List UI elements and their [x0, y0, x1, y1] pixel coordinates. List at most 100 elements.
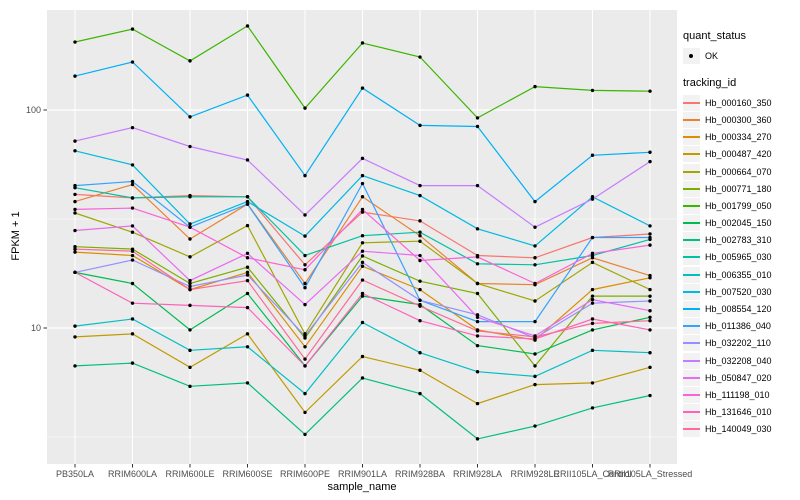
data-point-Hb_001799_050 — [533, 84, 537, 89]
legend-key-swatch — [683, 232, 700, 249]
data-point-Hb_000160_350 — [303, 263, 307, 267]
data-point-Hb_050847_020 — [418, 253, 422, 258]
data-point-Hb_000771_180 — [475, 291, 480, 296]
data-point-Hb_140049_030 — [648, 319, 652, 323]
legend-item-Hb_002045_150: Hb_002045_150 — [683, 215, 800, 232]
legend-line-icon — [683, 359, 700, 362]
legend-item-Hb_000487_420: Hb_000487_420 — [683, 146, 800, 163]
legend-item-label: Hb_032202_110 — [705, 338, 771, 349]
data-point-Hb_000487_420 — [303, 410, 307, 415]
data-point-Hb_032208_040 — [418, 183, 422, 188]
data-point-Hb_131646_010 — [73, 270, 77, 275]
legend-key-swatch — [683, 421, 700, 438]
legend-key-swatch — [683, 266, 700, 283]
data-point-Hb_007520_030 — [130, 163, 135, 167]
data-point-Hb_006355_010 — [360, 320, 365, 325]
data-point-Hb_002783_310 — [418, 391, 422, 396]
legend-item-label: Hb_007520_030 — [705, 286, 772, 297]
data-point-Hb_032202_110 — [360, 260, 365, 265]
data-point-Hb_002783_310 — [303, 432, 307, 437]
data-point-Hb_131646_010 — [648, 328, 652, 332]
data-point-Hb_000334_270 — [245, 270, 250, 275]
data-point-Hb_000664_070 — [360, 241, 365, 245]
data-point-Hb_000664_070 — [590, 260, 595, 265]
data-point-Hb_005965_030 — [475, 262, 480, 266]
data-point-Hb_000334_270 — [303, 345, 307, 349]
data-point-Hb_140049_030 — [303, 357, 307, 361]
data-point-Hb_032208_040 — [475, 183, 480, 188]
data-point-Hb_140049_030 — [533, 335, 537, 339]
data-point-Hb_000771_180 — [648, 294, 652, 298]
data-point-Hb_006355_010 — [188, 348, 192, 353]
data-point-Hb_006355_010 — [130, 317, 135, 321]
data-point-Hb_002045_150 — [130, 281, 135, 286]
legend-item-label: Hb_111198_010 — [705, 389, 770, 400]
legend-item-Hb_050847_020: Hb_050847_020 — [683, 369, 800, 386]
data-point-Hb_002783_310 — [475, 437, 480, 441]
legend-item-Hb_032208_040: Hb_032208_040 — [683, 352, 800, 369]
data-point-Hb_000334_270 — [590, 287, 595, 292]
x-tick-label: RRIM928BA — [395, 469, 445, 479]
data-point-Hb_000771_180 — [360, 254, 365, 258]
data-point-Hb_032208_040 — [590, 197, 595, 201]
legend-line-icon — [683, 256, 700, 259]
y-tick-label: 10 — [31, 323, 41, 333]
data-point-Hb_111198_010 — [188, 225, 192, 229]
data-point-Hb_140049_030 — [418, 304, 422, 308]
data-point-Hb_001799_050 — [648, 89, 652, 93]
data-point-Hb_032208_040 — [533, 225, 537, 229]
data-point-Hb_008554_120 — [303, 173, 307, 178]
data-point-Hb_002783_310 — [590, 406, 595, 410]
legend-key-swatch — [683, 301, 700, 318]
legend-line-icon — [683, 187, 700, 190]
data-point-Hb_000487_420 — [73, 335, 77, 339]
legend-item-label: Hb_032208_040 — [705, 355, 772, 366]
data-point-Hb_050847_020 — [648, 309, 652, 313]
legend-tracking-items: Hb_000160_350 Hb_000300_360 Hb_000334_270 H… — [683, 94, 800, 438]
legend-key-swatch — [683, 369, 700, 386]
legend-key-ok — [683, 47, 700, 64]
data-point-Hb_006355_010 — [245, 345, 250, 349]
data-point-Hb_002045_150 — [648, 315, 652, 319]
data-point-Hb_032202_110 — [590, 301, 595, 305]
legend-item-label: OK — [705, 50, 719, 61]
legend-key-swatch — [683, 249, 700, 266]
legend-line-icon — [683, 222, 700, 225]
legend-item-label: Hb_000160_350 — [705, 97, 772, 108]
data-point-Hb_000300_360 — [73, 199, 77, 204]
ok-point-icon — [689, 53, 693, 58]
data-point-Hb_000771_180 — [533, 364, 537, 368]
legend-key-swatch — [683, 94, 700, 111]
data-point-Hb_131646_010 — [475, 334, 480, 338]
data-point-Hb_111198_010 — [418, 258, 422, 263]
legend-item-label: Hb_006355_010 — [705, 269, 772, 280]
legend-item-label: Hb_000771_180 — [705, 183, 772, 194]
data-point-Hb_111198_010 — [590, 251, 595, 256]
data-point-Hb_032208_040 — [648, 159, 652, 164]
legend-item-label: Hb_000664_070 — [705, 166, 772, 177]
data-point-Hb_111198_010 — [475, 255, 480, 259]
data-point-Hb_001799_050 — [303, 106, 307, 110]
y-axis-title: FPKM + 1 — [10, 211, 22, 261]
data-point-Hb_002045_150 — [590, 328, 595, 332]
legend-item-Hb_140049_030: Hb_140049_030 — [683, 421, 800, 438]
data-point-Hb_007520_030 — [360, 173, 365, 178]
data-point-Hb_000334_270 — [418, 287, 422, 292]
legend-key-swatch — [683, 180, 700, 197]
legend-key-swatch — [683, 352, 700, 369]
data-point-Hb_032208_040 — [73, 139, 77, 143]
data-point-Hb_140049_030 — [245, 278, 250, 283]
legend-line-icon — [683, 428, 700, 431]
data-point-Hb_000300_360 — [188, 237, 192, 241]
legend-item-label: Hb_011386_040 — [705, 321, 771, 332]
data-point-Hb_011386_040 — [73, 183, 77, 188]
data-point-Hb_006355_010 — [475, 370, 480, 374]
legend-key-swatch — [683, 404, 700, 421]
x-tick-label: RRIM928LE — [510, 469, 559, 479]
data-point-Hb_008554_120 — [648, 150, 652, 154]
legend-item-Hb_032202_110: Hb_032202_110 — [683, 335, 800, 352]
data-point-Hb_007520_030 — [303, 234, 307, 238]
data-point-Hb_000664_070 — [648, 287, 652, 292]
legend-item-Hb_008554_120: Hb_008554_120 — [683, 300, 800, 318]
data-point-Hb_008554_120 — [418, 123, 422, 128]
